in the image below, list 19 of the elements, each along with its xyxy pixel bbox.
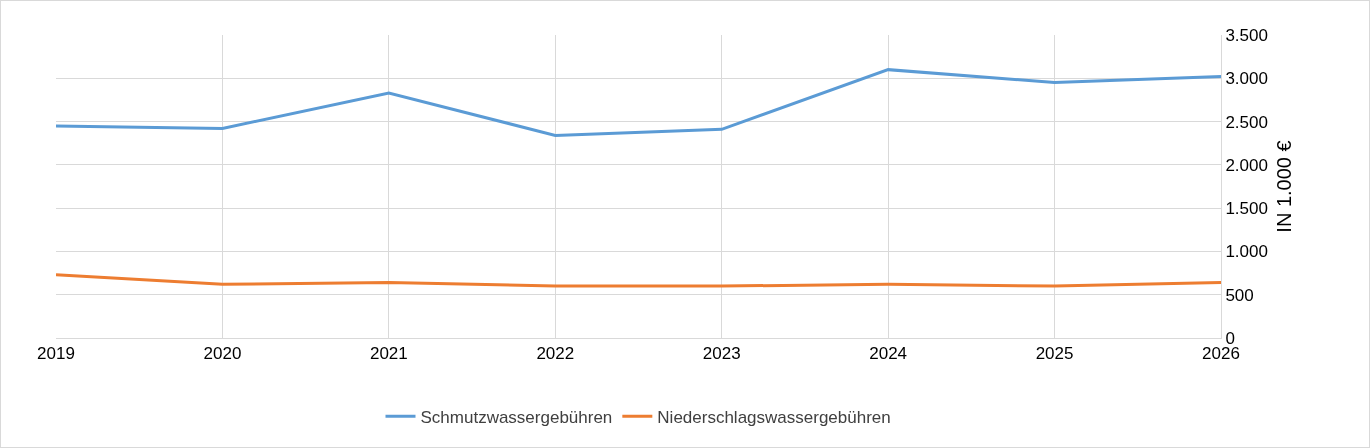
x-tick-label: 2024 [869, 344, 908, 364]
y-axis-title: IN 1.000 € [1273, 140, 1296, 233]
line-series [56, 68, 1221, 137]
x-tick-label: 2023 [702, 344, 741, 364]
y-tick-label: 3.500 [1225, 25, 1268, 45]
y-tick-label: 2.000 [1225, 155, 1268, 175]
x-tick-label: 2021 [369, 344, 408, 364]
x-tick-label: 2022 [536, 344, 575, 364]
y-tick-label: 3.000 [1225, 69, 1268, 89]
legend-label: Niederschlagswassergebühren [657, 407, 891, 427]
legend-label: Schmutzwassergebühren [420, 407, 613, 427]
x-tick-label: 2020 [203, 344, 242, 364]
line-series [56, 273, 1221, 288]
y-tick-label: 1.000 [1225, 242, 1268, 262]
x-tick-label: 2019 [37, 344, 75, 364]
y-tick-label: 2.500 [1225, 112, 1268, 132]
x-tick-label: 2025 [1035, 344, 1074, 364]
y-tick-label: 500 [1225, 285, 1254, 305]
y-tick-label: 1.500 [1225, 199, 1268, 219]
